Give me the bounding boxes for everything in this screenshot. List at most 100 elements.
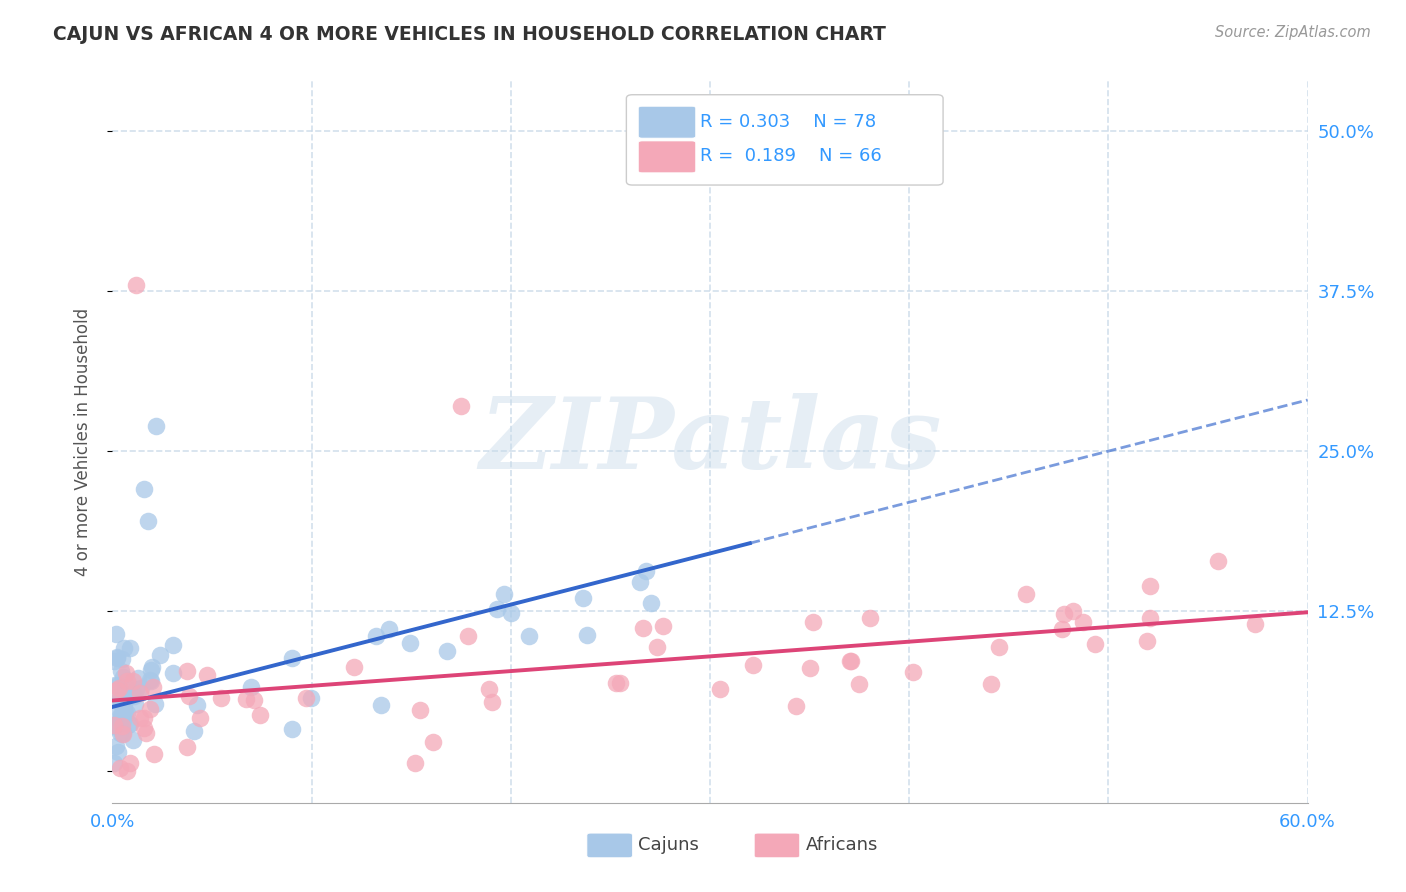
Point [110,710,132,724]
Point [1050,622,1073,636]
Point [364,629,387,643]
Point [839,654,862,668]
Point [1071,615,1094,629]
Point [105,683,128,698]
Point [108,681,131,696]
Point [103,756,125,771]
Point [108,726,131,740]
Point [138,515,160,529]
Point [1244,617,1267,632]
Point [132,721,155,735]
FancyBboxPatch shape [754,833,800,858]
Point [103,718,125,732]
Point [139,663,162,677]
Point [108,713,131,727]
Point [162,638,184,652]
Point [125,682,148,697]
Point [115,706,138,721]
Text: ZIPatlas: ZIPatlas [479,393,941,490]
Point [110,712,132,726]
Point [785,698,807,713]
Point [634,565,657,579]
Point [859,610,882,624]
Point [115,674,138,689]
Point [143,747,166,761]
Point [209,691,232,706]
Point [492,587,515,601]
Point [108,704,131,718]
Point [377,622,399,636]
Point [628,574,651,589]
Point [111,699,134,714]
Point [111,713,134,727]
Point [111,727,134,741]
Point [112,694,135,708]
Point [134,711,156,725]
Point [121,686,143,700]
Point [195,667,218,681]
Point [115,764,138,778]
Point [128,711,150,725]
Point [1053,607,1076,621]
Point [112,704,135,718]
Y-axis label: 4 or more Vehicles in Household: 4 or more Vehicles in Household [73,308,91,575]
Point [295,690,318,705]
Point [131,681,153,696]
Point [122,674,145,689]
Point [183,724,205,739]
Point [485,602,508,616]
Point [478,682,501,697]
Point [398,635,420,649]
Point [1139,611,1161,625]
Text: Africans: Africans [806,836,877,854]
Point [1206,554,1229,568]
Point [143,697,166,711]
Point [108,693,131,707]
Point [249,708,271,723]
Point [631,622,654,636]
Point [176,740,198,755]
Point [280,722,302,736]
Point [110,761,132,775]
Point [138,702,160,716]
Point [839,655,862,669]
Point [107,650,129,665]
Point [799,661,821,675]
Point [647,640,669,655]
Point [105,686,128,700]
Point [135,726,157,740]
Point [110,697,132,711]
Point [107,745,129,759]
Point [457,630,479,644]
Point [404,756,426,770]
Point [107,717,129,731]
Point [111,727,134,741]
Point [107,678,129,692]
Point [801,615,824,629]
Point [188,711,211,725]
Point [235,692,257,706]
Point [1062,604,1084,618]
Point [436,644,458,658]
Point [1015,587,1038,601]
Point [112,724,135,739]
Text: R =  0.189    N = 66: R = 0.189 N = 66 [700,147,882,165]
Point [145,418,167,433]
Point [111,706,134,721]
Point [422,735,444,749]
Point [112,670,135,684]
Point [609,675,631,690]
Point [105,650,128,665]
Point [176,665,198,679]
Point [122,733,145,747]
Point [110,664,132,678]
Point [149,648,172,662]
Point [114,706,136,721]
Point [651,619,673,633]
Point [120,685,142,699]
Point [280,650,302,665]
FancyBboxPatch shape [586,833,633,858]
Point [134,483,156,497]
Point [1084,637,1107,651]
Point [848,677,870,691]
